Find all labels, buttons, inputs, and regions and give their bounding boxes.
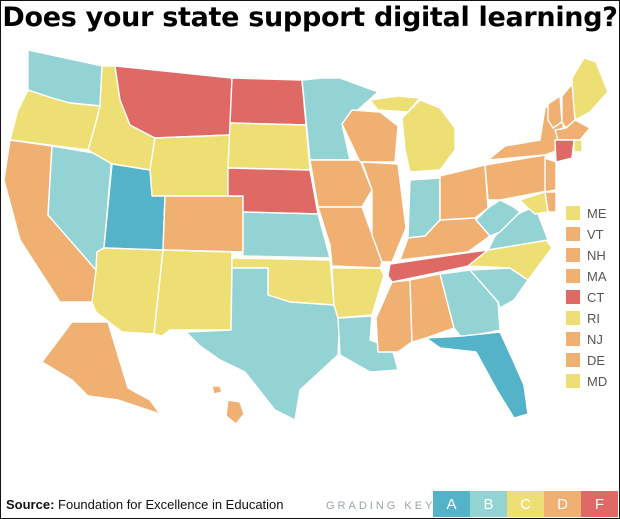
source-text: Foundation for Excellence in Education: [58, 497, 284, 512]
state-RI: [573, 139, 583, 153]
state-OH: [439, 164, 489, 221]
grade-c-swatch: C: [507, 491, 544, 517]
label-DE: DE: [587, 353, 605, 368]
swatch-DE: [566, 353, 580, 367]
state-WY: [149, 134, 231, 197]
state-KS: [242, 211, 331, 259]
state-WI: [341, 109, 399, 163]
label-MD: MD: [587, 374, 607, 389]
state-HI-2: [211, 385, 223, 395]
source-note: Source: Foundation for Excellence in Edu…: [6, 497, 284, 512]
state-NY: [487, 94, 566, 161]
state-IL: [361, 161, 407, 263]
state-AR: [331, 267, 385, 319]
state-TN: [387, 249, 489, 283]
swatch-MD: [566, 374, 580, 388]
state-ME: [571, 57, 609, 121]
state-VA: [487, 205, 549, 251]
map-title: Does your state support digital learning…: [2, 2, 618, 33]
swatch-VT: [566, 227, 580, 241]
grade-d-swatch: D: [544, 491, 581, 517]
state-LA: [337, 315, 399, 373]
state-AZ: [91, 247, 164, 335]
label-NH: NH: [587, 248, 606, 263]
swatch-ME: [566, 206, 580, 220]
label-RI: RI: [587, 311, 600, 326]
state-MI: [401, 99, 456, 173]
swatch-NH: [566, 248, 580, 262]
state-NM: [153, 249, 233, 337]
state-IA: [309, 159, 373, 208]
state-HI: [225, 399, 245, 425]
state-CT: [554, 139, 575, 163]
swatch-MA: [566, 269, 580, 283]
grade-f-swatch: F: [581, 491, 618, 517]
state-AK: [41, 321, 161, 415]
state-WV: [475, 199, 521, 237]
grading-key-label: GRADING KEY:: [326, 500, 441, 512]
state-NJ: [544, 157, 557, 193]
small-states-legend: ME VT NH MA CT RI NJ DE MD: [566, 206, 607, 389]
label-MA: MA: [587, 269, 607, 284]
state-MD: [519, 191, 549, 215]
label-CT: CT: [587, 290, 604, 305]
state-TX: [185, 267, 341, 421]
label-ME: ME: [587, 206, 607, 221]
state-VT: [547, 95, 563, 129]
state-FL: [425, 331, 529, 419]
source-label: Source:: [6, 497, 55, 512]
swatch-CT: [566, 290, 580, 304]
swatch-RI: [566, 311, 580, 325]
grade-b-swatch: B: [470, 491, 507, 517]
state-AL: [409, 273, 455, 343]
state-ND: [229, 77, 307, 126]
state-MS: [375, 279, 413, 353]
state-CO: [162, 195, 244, 253]
label-NJ: NJ: [587, 332, 603, 347]
swatch-NJ: [566, 332, 580, 346]
label-VT: VT: [587, 227, 604, 242]
state-MI-UP: [369, 95, 421, 113]
state-PA: [484, 154, 553, 201]
state-SD: [227, 122, 311, 171]
grade-a-swatch: A: [433, 491, 470, 517]
